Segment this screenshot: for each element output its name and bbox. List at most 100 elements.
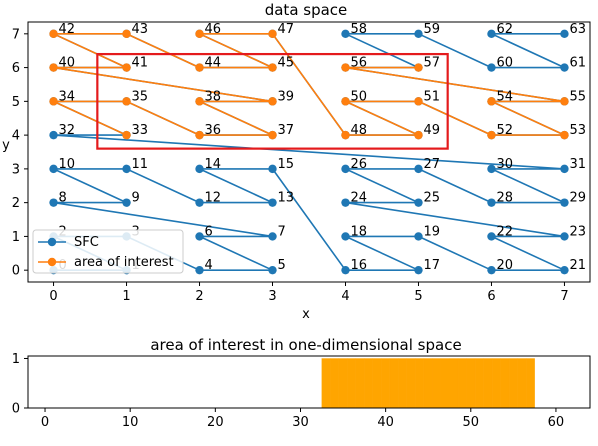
- area-point: [487, 130, 496, 140]
- bottom-xtick-label: 50: [463, 415, 480, 430]
- aoi-bar: [381, 358, 391, 409]
- point-label: 27: [423, 157, 440, 172]
- chart-title-bottom: area of interest in one-dimensional spac…: [150, 336, 461, 354]
- area-point: [122, 63, 131, 72]
- point-label: 63: [569, 22, 586, 37]
- sfc-point: [560, 198, 569, 207]
- top-ytick-label: 1: [12, 230, 20, 245]
- sfc-point: [560, 265, 569, 275]
- point-label: 17: [423, 258, 440, 273]
- area-point: [560, 97, 569, 106]
- sfc-point: [341, 198, 350, 207]
- point-label: 37: [278, 123, 295, 138]
- area-point: [195, 29, 204, 39]
- bottom-axes-frame: [27, 355, 591, 409]
- aoi-bar: [330, 358, 339, 409]
- aoi-bar: [423, 358, 433, 409]
- aoi-bar: [466, 358, 476, 409]
- sfc-point: [414, 29, 423, 39]
- top-xtick-label: 5: [414, 289, 422, 304]
- area-of-interest-rectangle: [96, 52, 449, 150]
- point-label: 30: [496, 157, 513, 172]
- point-label: 31: [569, 157, 586, 172]
- area-point: [195, 97, 204, 106]
- sfc-point: [487, 265, 496, 275]
- aoi-bar: [398, 358, 408, 409]
- bottom-ytick-label: 0: [12, 402, 20, 417]
- aoi-bar: [406, 358, 416, 409]
- area-point: [268, 29, 277, 39]
- point-label: 7: [278, 224, 286, 239]
- sfc-point: [487, 198, 496, 207]
- legend: SFC area of interest: [32, 229, 184, 274]
- point-label: 21: [569, 258, 586, 273]
- point-label: 6: [205, 224, 213, 239]
- point-label: 34: [59, 89, 76, 104]
- point-label: 10: [59, 157, 76, 172]
- area-point: [195, 63, 204, 72]
- area-point: [268, 97, 277, 106]
- point-label: 18: [350, 224, 367, 239]
- top-ylabel: y: [2, 138, 10, 153]
- top-xtick-label: 1: [122, 289, 130, 304]
- aoi-bar: [440, 358, 450, 409]
- top-ytick-label: 4: [12, 129, 20, 144]
- point-label: 12: [205, 191, 222, 206]
- point-label: 9: [132, 191, 140, 206]
- area-point: [268, 130, 277, 140]
- point-label: 54: [496, 89, 513, 104]
- point-label: 56: [350, 56, 367, 71]
- aoi-bar: [389, 358, 399, 409]
- aoi-bar: [372, 358, 382, 409]
- sfc-point: [195, 232, 204, 241]
- sfc-point: [268, 164, 277, 174]
- point-label: 50: [350, 89, 367, 104]
- top-ytick-label: 2: [12, 196, 20, 211]
- aoi-bar: [449, 358, 459, 409]
- aoi-bar: [508, 358, 518, 409]
- point-label: 4: [205, 258, 213, 273]
- top-ytick-label: 6: [12, 61, 20, 76]
- area-point: [341, 130, 350, 140]
- point-label: 62: [496, 22, 513, 37]
- area-point: [268, 63, 277, 72]
- sfc-point: [487, 63, 496, 72]
- area-point: [122, 97, 131, 106]
- point-label: 15: [278, 157, 295, 172]
- point-label: 25: [423, 191, 440, 206]
- sfc-point: [195, 265, 204, 275]
- aoi-bar: [415, 358, 425, 409]
- point-label: 49: [423, 123, 440, 138]
- legend-area-marker: [47, 257, 57, 267]
- top-xtick-label: 2: [195, 289, 203, 304]
- point-label: 26: [350, 157, 367, 172]
- area-series-line: [52, 32, 566, 136]
- aoi-bar: [321, 358, 331, 409]
- area-point: [560, 130, 569, 140]
- point-label: 35: [132, 89, 149, 104]
- aoi-bar: [500, 358, 510, 409]
- sfc-point: [268, 232, 277, 241]
- point-label: 38: [205, 89, 222, 104]
- area-point: [414, 97, 423, 106]
- sfc-point: [195, 198, 204, 207]
- point-label: 46: [205, 22, 222, 37]
- point-label: 13: [278, 191, 295, 206]
- point-label: 20: [496, 258, 513, 273]
- top-xtick-label: 3: [268, 289, 276, 304]
- top-xtick-label: 0: [49, 289, 57, 304]
- aoi-bar: [347, 358, 356, 409]
- point-label: 28: [496, 191, 513, 206]
- aoi-bar: [432, 358, 442, 409]
- point-label: 43: [132, 22, 149, 37]
- bottom-xtick-label: 0: [41, 415, 49, 430]
- top-axes-frame: [27, 21, 591, 283]
- point-label: 53: [569, 123, 586, 138]
- top-ytick-label: 0: [12, 264, 20, 279]
- sfc-point: [414, 232, 423, 241]
- point-label: 8: [59, 191, 67, 206]
- point-label: 41: [132, 56, 149, 71]
- top-ytick-label: 7: [12, 27, 20, 42]
- bottom-xtick-label: 40: [377, 415, 394, 430]
- sfc-point: [487, 232, 496, 241]
